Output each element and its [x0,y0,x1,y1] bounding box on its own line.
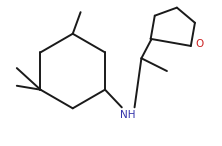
Text: NH: NH [120,110,135,120]
Text: O: O [196,39,204,49]
